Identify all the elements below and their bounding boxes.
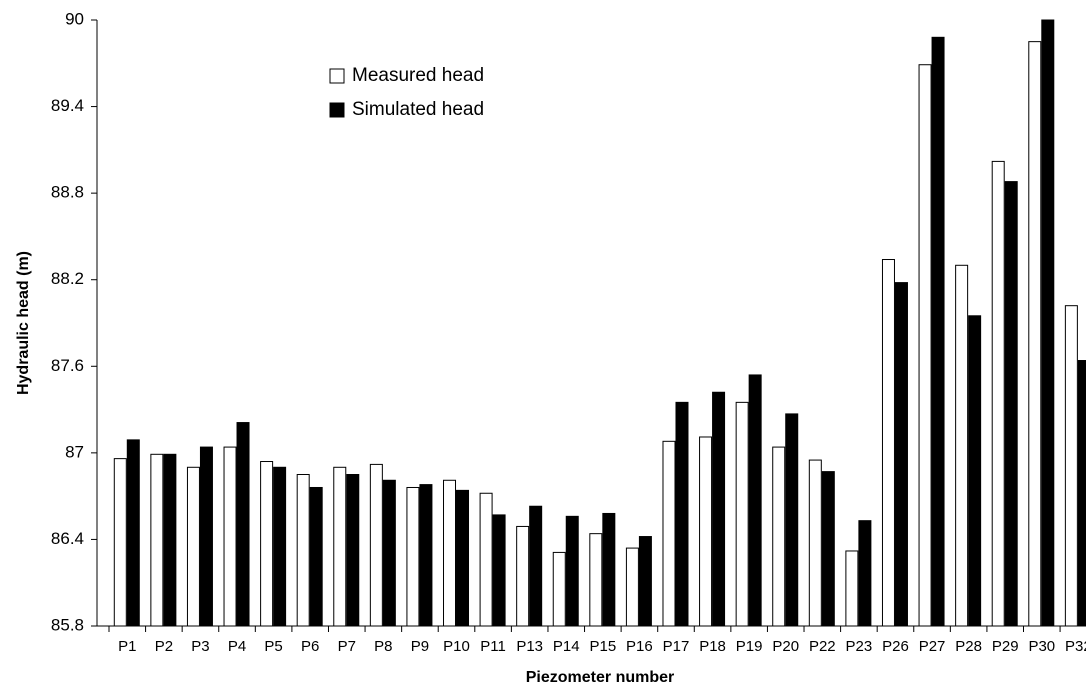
- x-tick-label: P32: [1065, 638, 1086, 655]
- bar: [785, 413, 799, 627]
- x-tick-label: P22: [809, 638, 836, 655]
- x-tick-label: P28: [955, 638, 982, 655]
- bar: [199, 446, 213, 627]
- y-tick-label: 89.4: [51, 96, 84, 115]
- bar: [456, 489, 470, 627]
- x-tick-label: P15: [589, 638, 616, 655]
- bar: [991, 160, 1005, 627]
- bar: [309, 486, 323, 627]
- x-tick-label: P2: [155, 638, 173, 655]
- bar: [968, 315, 982, 627]
- x-tick-label: P5: [264, 638, 282, 655]
- x-tick-label: P18: [699, 638, 726, 655]
- bar: [479, 492, 493, 627]
- legend-label: Measured head: [352, 65, 484, 86]
- bar: [492, 514, 506, 627]
- bar: [333, 466, 347, 627]
- bar: [529, 505, 543, 627]
- bar: [346, 474, 360, 627]
- bar: [772, 446, 786, 627]
- bar: [419, 484, 433, 627]
- x-tick-label: P6: [301, 638, 319, 655]
- bar: [113, 458, 127, 627]
- bar: [589, 533, 603, 627]
- x-tick-label: P17: [663, 638, 690, 655]
- bar: [1028, 41, 1042, 627]
- bar: [638, 536, 652, 627]
- bar: [369, 463, 383, 627]
- x-tick-label: P8: [374, 638, 392, 655]
- bar: [699, 436, 713, 627]
- bar: [1064, 305, 1078, 627]
- y-axis-title: Hydraulic head (m): [15, 251, 32, 395]
- x-tick-label: P4: [228, 638, 246, 655]
- legend-label: Simulated head: [352, 99, 484, 120]
- x-tick-label: P9: [411, 638, 429, 655]
- x-tick-label: P3: [191, 638, 209, 655]
- x-tick-label: P13: [516, 638, 543, 655]
- x-tick-label: P27: [919, 638, 946, 655]
- bar: [382, 479, 396, 627]
- y-tick-label: 86.4: [51, 529, 84, 548]
- bar: [1004, 181, 1018, 627]
- bar: [296, 474, 310, 627]
- bar: [845, 550, 859, 627]
- bar: [236, 422, 250, 627]
- bar: [858, 520, 872, 627]
- x-axis-title: Piezometer number: [526, 669, 674, 686]
- x-tick-label: P19: [736, 638, 763, 655]
- bar: [735, 401, 749, 627]
- y-tick-label: 88.2: [51, 269, 84, 288]
- x-tick-label: P29: [992, 638, 1019, 655]
- bar: [931, 36, 945, 627]
- x-tick-label: P11: [480, 638, 506, 655]
- x-tick-label: P23: [846, 638, 873, 655]
- x-tick-label: P16: [626, 638, 653, 655]
- bar: [821, 471, 835, 627]
- bar: [186, 466, 200, 627]
- bar: [1077, 360, 1086, 627]
- y-tick-label: 90: [65, 9, 84, 28]
- x-tick-label: P10: [443, 638, 470, 655]
- bar: [443, 479, 457, 627]
- y-tick-label: 87.6: [51, 356, 84, 375]
- bar: [516, 525, 530, 627]
- bar: [565, 515, 579, 627]
- bar: [163, 453, 177, 627]
- bar: [260, 461, 274, 627]
- x-tick-label: P20: [772, 638, 799, 655]
- bar: [662, 440, 676, 627]
- bar: [406, 486, 420, 627]
- bar: [1041, 19, 1055, 627]
- bar: [126, 439, 140, 627]
- x-tick-label: P1: [118, 638, 136, 655]
- x-tick-label: P7: [338, 638, 356, 655]
- x-tick-label: P26: [882, 638, 909, 655]
- y-tick-label: 85.8: [51, 615, 84, 634]
- x-tick-label: P14: [553, 638, 580, 655]
- bar: [748, 374, 762, 627]
- bar: [273, 466, 287, 627]
- bar: [955, 264, 969, 627]
- bar: [918, 64, 932, 627]
- legend-swatch: [329, 102, 345, 118]
- x-tick-label: P30: [1028, 638, 1055, 655]
- bar: [150, 453, 164, 627]
- bar: [808, 459, 822, 627]
- bar: [552, 551, 566, 627]
- legend-swatch: [329, 68, 345, 84]
- bar: [625, 547, 639, 627]
- bar: [675, 401, 689, 627]
- bar: [712, 391, 726, 627]
- y-tick-label: 87: [65, 442, 84, 461]
- legend: [312, 56, 530, 128]
- bar: [602, 512, 616, 627]
- bar: [894, 282, 908, 627]
- bar: [881, 259, 895, 627]
- y-tick-label: 88.8: [51, 183, 84, 202]
- bar: [223, 446, 237, 627]
